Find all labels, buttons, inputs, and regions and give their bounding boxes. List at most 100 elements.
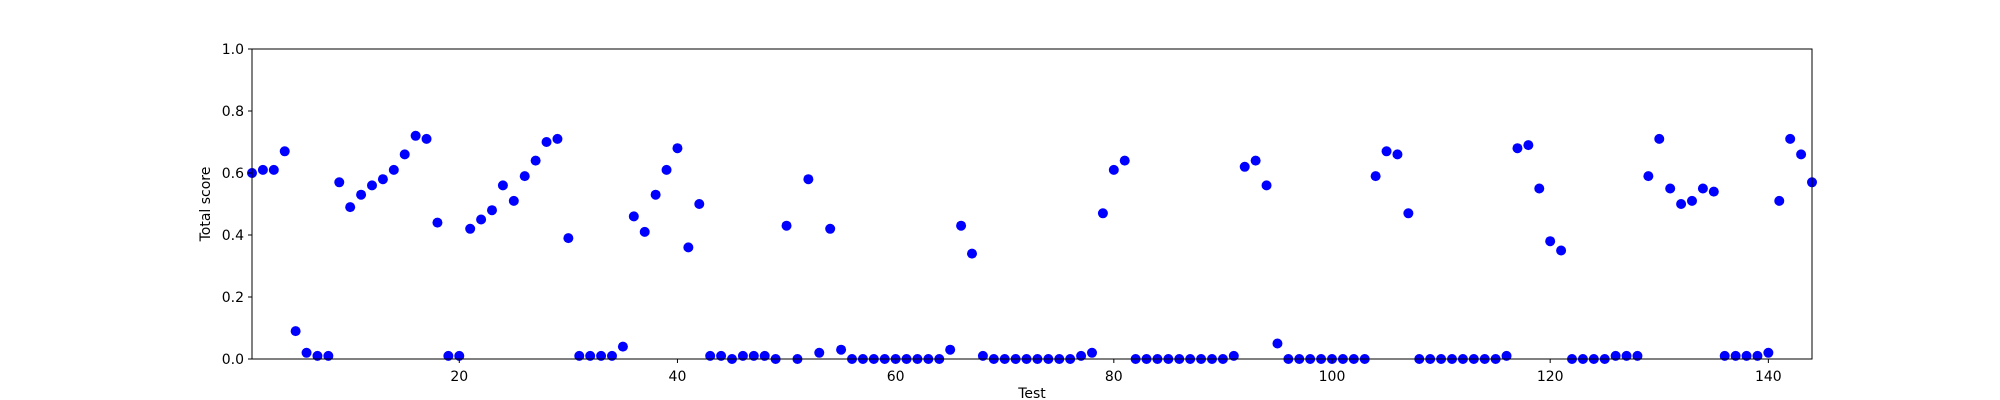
data-point	[1272, 338, 1283, 349]
x-tick-label: 20	[450, 369, 468, 385]
data-point	[1403, 208, 1414, 219]
data-point	[945, 344, 956, 355]
data-point	[279, 146, 290, 157]
data-point	[1687, 195, 1697, 206]
data-point	[1556, 245, 1567, 256]
data-point	[465, 223, 476, 234]
data-point	[574, 350, 585, 361]
data-point	[541, 137, 552, 147]
data-point	[814, 347, 825, 358]
x-tick-label: 80	[1105, 369, 1123, 385]
data-point	[1654, 133, 1665, 144]
data-point	[476, 214, 487, 225]
data-point	[683, 242, 694, 253]
data-point	[1228, 350, 1239, 361]
y-tick-label: 0.6	[222, 166, 244, 182]
data-point	[421, 133, 432, 144]
data-point	[1697, 183, 1708, 194]
x-tick-label: 120	[1537, 369, 1564, 385]
data-point	[650, 189, 661, 200]
data-point	[1752, 350, 1763, 361]
data-point	[661, 164, 672, 175]
data-point	[1501, 350, 1512, 361]
data-point	[628, 211, 639, 222]
data-point	[323, 350, 334, 361]
data-point	[1097, 208, 1108, 219]
data-point	[356, 189, 367, 200]
y-tick-label: 0.8	[222, 104, 244, 120]
data-point	[1763, 347, 1774, 358]
data-point	[694, 199, 705, 209]
data-point	[596, 350, 607, 361]
data-point	[737, 350, 748, 361]
data-point	[487, 205, 497, 216]
data-point	[1392, 149, 1403, 160]
data-point	[552, 133, 563, 144]
data-point	[530, 155, 541, 166]
data-point	[508, 195, 519, 206]
data-point	[1545, 236, 1556, 247]
x-tick-label: 140	[1755, 369, 1782, 385]
data-point	[1261, 180, 1272, 191]
data-point	[497, 180, 508, 191]
data-point	[1665, 183, 1676, 194]
data-point	[1523, 140, 1534, 151]
data-point	[1621, 350, 1632, 361]
data-point	[825, 223, 836, 234]
x-tick-label: 40	[669, 369, 687, 385]
data-point	[705, 350, 716, 361]
data-point	[1785, 133, 1796, 144]
data-point	[1250, 155, 1261, 166]
x-tick-label: 100	[1319, 369, 1346, 385]
data-point	[977, 350, 988, 361]
data-point	[399, 149, 410, 160]
data-point	[1512, 143, 1523, 154]
y-tick-label: 1.0	[222, 42, 244, 58]
data-point	[836, 344, 847, 355]
data-point	[672, 143, 683, 154]
data-point	[716, 350, 727, 361]
data-point	[1774, 195, 1785, 206]
data-point	[301, 347, 312, 358]
y-axis-ticks: 0.0 0.2 0.4 0.6 0.8 1.0	[222, 42, 252, 368]
data-point	[585, 350, 596, 361]
data-point	[388, 164, 399, 175]
data-point	[1643, 171, 1654, 182]
data-point	[1708, 186, 1719, 197]
data-point	[1381, 146, 1392, 157]
data-point	[290, 326, 301, 337]
data-point	[1108, 164, 1119, 175]
data-point	[1370, 171, 1381, 182]
data-point	[1610, 350, 1621, 361]
data-point	[1796, 149, 1807, 160]
data-point	[956, 220, 967, 231]
data-point	[432, 217, 443, 228]
data-point	[639, 226, 650, 237]
data-point	[759, 350, 770, 361]
data-point	[1239, 161, 1250, 172]
data-point	[781, 220, 792, 231]
data-point	[268, 164, 279, 175]
data-point	[345, 202, 356, 213]
y-tick-label: 0.0	[222, 352, 244, 368]
data-point	[334, 177, 345, 188]
data-point	[377, 174, 388, 185]
data-point	[1730, 350, 1741, 361]
data-point	[1676, 199, 1687, 209]
y-tick-label: 0.2	[222, 290, 244, 306]
data-point	[607, 350, 617, 361]
data-point	[312, 350, 323, 361]
data-point	[1719, 350, 1730, 361]
data-point	[563, 233, 574, 244]
data-point	[454, 350, 465, 361]
data-point	[367, 180, 377, 191]
data-point	[1741, 350, 1752, 361]
data-point	[1534, 183, 1545, 194]
data-point	[1632, 350, 1643, 361]
plot-frame	[251, 48, 1813, 360]
x-axis-ticks: 20 40 60 80 100 120 140	[450, 359, 1782, 385]
data-point	[1087, 347, 1097, 358]
data-point	[519, 171, 530, 182]
